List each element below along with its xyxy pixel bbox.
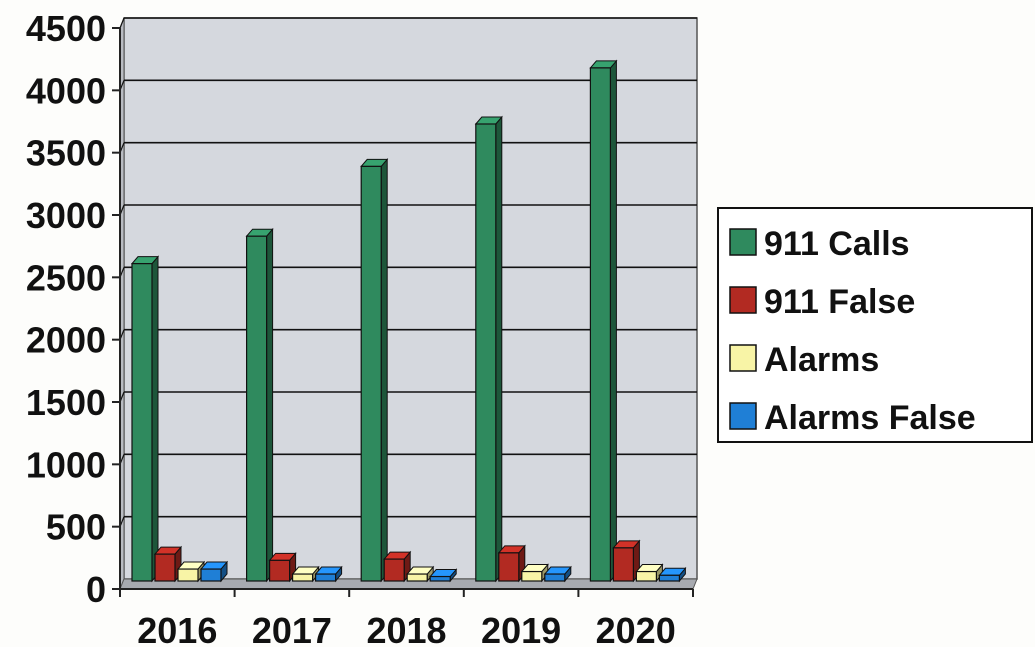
bar-alarms-2016 [176,560,206,583]
y-tick-label: 0 [86,569,106,610]
y-tick-label: 4500 [26,8,106,49]
legend-swatch [729,344,757,372]
bar-911-false-2018 [383,550,412,583]
bar-front [269,559,291,582]
legend-box [717,207,1033,443]
bar-front [612,547,635,582]
bar-alarms-2020 [635,563,664,583]
gridline-depth [119,17,125,29]
bar-alarms-2019 [520,563,549,583]
bar-alarms-false-2020 [658,566,687,583]
bar-front [360,165,382,582]
legend-label: 911 Calls [764,225,910,263]
bar-front [200,568,222,582]
bar-side [609,59,617,583]
bar-911-calls-2019 [474,115,503,583]
bar-alarms-false-2019 [543,565,572,583]
bar-front [498,552,520,582]
bar-front [589,67,612,582]
bar-front [246,235,268,582]
bar-side [495,115,503,583]
bar-911-calls-2020 [589,59,618,583]
bar-front [131,263,153,582]
y-tick-label: 2000 [26,320,106,361]
legend-label: Alarms False [764,399,976,437]
bar-front [383,558,405,582]
y-tick-label: 4000 [26,70,106,111]
bar-911-calls-2018 [360,158,389,583]
axes: 0 500 1000 1500 2000 2500 3000 3500 4000 4500 2016… [26,8,694,647]
bar-front [658,574,681,582]
bar-911-false-2019 [497,544,526,583]
bar-911-false-2017 [268,551,297,583]
y-tick-label: 1000 [26,444,106,485]
legend-swatch [729,286,757,314]
bar-side [151,255,159,583]
y-tick-label: 3500 [26,133,106,174]
x-tick-label: 2019 [481,610,561,647]
bar-911-false-2016 [153,545,183,583]
bars [130,59,687,583]
bar-911-calls-2017 [245,227,274,583]
y-tick-label: 1500 [26,382,106,423]
bar-911-false-2020 [612,539,641,583]
x-tick-label: 2018 [366,610,446,647]
bar-front [315,573,337,582]
bar-front [544,573,566,582]
bar-front [429,575,451,582]
y-tick-label: 3000 [26,195,106,236]
bar-alarms-2017 [291,565,320,583]
bar-front [475,123,497,582]
x-tick-label: 2017 [252,610,332,647]
bar-alarms-false-2017 [314,565,343,583]
legend-swatch [729,228,757,256]
bar-front [406,573,428,582]
bar-front [177,568,199,582]
legend-label: 911 False [764,283,915,321]
bar-front [154,553,176,582]
y-tick-label: 500 [46,507,106,548]
y-tick-label: 2500 [26,257,106,298]
legend-swatch [729,402,757,430]
x-tick-label: 2020 [596,610,676,647]
bar-front [292,573,314,582]
bar-side [266,227,274,583]
bar-alarms-2018 [406,565,435,583]
legend-label: Alarms [764,341,879,379]
bar-side [380,158,388,583]
bar-front [635,570,658,582]
bar-front [521,570,543,582]
bar-911-calls-2016 [130,255,160,583]
bar-alarms-false-2016 [199,560,229,583]
legend: 911 Calls 911 False Alarms Alarms False [717,207,1033,443]
bar-alarms-false-2018 [429,568,458,583]
x-tick-label: 2016 [137,610,217,647]
